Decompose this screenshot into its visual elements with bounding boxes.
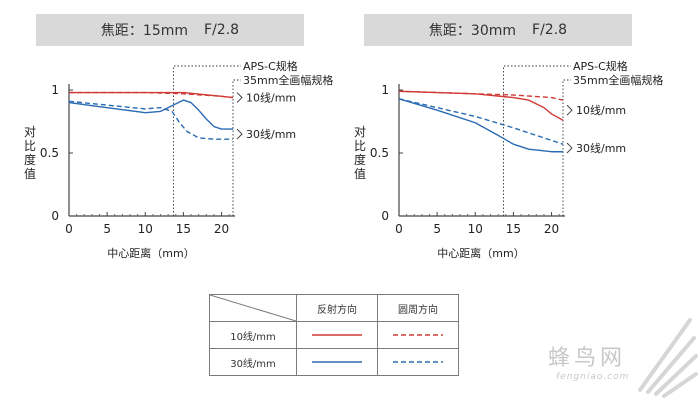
x-tick-label: 5	[433, 222, 441, 236]
bracket-mark	[236, 128, 243, 140]
series-10lp-meridional-line	[69, 91, 234, 99]
aperture-label: F/2.8	[532, 22, 568, 38]
x-tick-label: 20	[214, 222, 229, 236]
x-tick-label: 20	[544, 222, 559, 236]
y-tick-label: 0.5	[370, 146, 389, 160]
bird-logo-icon	[638, 318, 698, 398]
legend-row: 10线/mm	[209, 321, 459, 349]
x-tick-label: 0	[395, 222, 403, 236]
red-dashed-line-swatch	[393, 333, 443, 336]
legend-row-label: 30线/mm	[209, 348, 297, 376]
series-10lp-meridional-line	[398, 90, 564, 101]
y-axis-label-char: 度	[24, 152, 36, 167]
apsc-annotation: APS-C规格	[573, 59, 628, 73]
y-tick-label: 1	[51, 83, 59, 97]
bracket-mark	[236, 92, 243, 103]
watermark: 蜂鸟网 fengniao.com	[548, 340, 629, 382]
legend-header-row: 反射方向 圆周方向	[209, 294, 459, 322]
series-30lp-meridional-line	[398, 98, 564, 145]
x-tick-label: 0	[65, 222, 73, 236]
series-30lp-sagittal-line	[68, 99, 233, 130]
bracket-mark	[566, 142, 573, 154]
apsc-marker-line	[173, 65, 241, 216]
legend-swatch-cell	[296, 321, 378, 349]
watermark-url: fengniao.com	[556, 372, 630, 382]
legend-corner-cell	[209, 294, 297, 322]
legend-col-header: 圆周方向	[377, 294, 459, 322]
x-axis-label: 中心距离（mm）	[107, 246, 194, 260]
chart-title-left: 焦距：15mm F/2.8	[36, 14, 304, 46]
line-label-30lp: 30线/mm	[246, 127, 296, 141]
x-tick-label: 5	[103, 222, 111, 236]
legend-swatch-cell	[377, 348, 459, 376]
blue-dashed-line-swatch	[393, 360, 443, 363]
y-tick-label: 0.5	[40, 146, 59, 160]
fullframe-marker-line	[232, 79, 241, 216]
mtf-chart-right: 00.510 5 10 15 20中心距离（mm）对比度值APS-C规格35mm全画幅规…	[354, 59, 663, 260]
y-axis-label-char: 对	[24, 125, 36, 139]
y-axis-label-char: 值	[354, 166, 366, 181]
legend-row-label: 10线/mm	[209, 321, 297, 349]
fullframe-annotation: 35mm全画幅规格	[243, 73, 333, 87]
y-axis-label-char: 对	[354, 125, 366, 139]
red-solid-line-swatch	[312, 333, 362, 336]
mtf-chart-left: 00.510 5 10 15 20中心距离（mm）对比度值APS-C规格35mm全画幅规…	[24, 59, 333, 260]
watermark-logo-text: 蜂鸟网	[548, 346, 627, 371]
chart-title-right: 焦距：30mm F/2.8	[364, 14, 632, 46]
x-axis-label: 中心距离（mm）	[437, 246, 524, 260]
x-tick-label: 15	[176, 222, 191, 236]
y-axis-label-char: 度	[354, 152, 366, 167]
line-label-10lp: 10线/mm	[246, 91, 296, 105]
y-axis-label-char: 值	[24, 166, 36, 181]
y-tick-label: 0	[381, 209, 389, 223]
aperture-label: F/2.8	[204, 22, 240, 38]
line-label-10lp: 10线/mm	[576, 103, 626, 117]
y-tick-label: 1	[381, 83, 389, 97]
fullframe-annotation: 35mm全画幅规格	[573, 73, 663, 87]
series-30lp-meridional-line	[68, 100, 233, 140]
y-axis-label-char: 比	[354, 139, 366, 153]
y-axis-label-char: 比	[24, 139, 36, 153]
legend-col-header: 反射方向	[296, 294, 378, 322]
x-tick-label: 10	[468, 222, 483, 236]
fullframe-marker-line	[562, 79, 571, 216]
blue-solid-line-swatch	[312, 360, 362, 363]
series-30lp-sagittal-line	[398, 98, 563, 153]
legend-swatch-cell	[296, 348, 378, 376]
line-label-30lp: 30线/mm	[576, 141, 626, 155]
x-tick-label: 15	[506, 222, 521, 236]
x-tick-label: 10	[138, 222, 153, 236]
y-tick-label: 0	[51, 209, 59, 223]
focal-length-label: 焦距：15mm	[100, 23, 189, 39]
bracket-mark	[566, 104, 573, 116]
legend-table: 反射方向 圆周方向 10线/mm 30线/mm	[209, 294, 459, 376]
diagonal-line	[210, 295, 296, 321]
apsc-marker-line	[503, 65, 571, 216]
focal-length-label: 焦距：30mm	[428, 23, 517, 39]
apsc-annotation: APS-C规格	[243, 59, 298, 73]
legend-row: 30线/mm	[209, 348, 459, 376]
legend-swatch-cell	[377, 321, 459, 349]
